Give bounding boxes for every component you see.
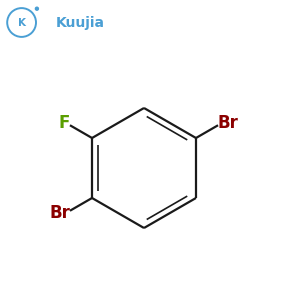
Text: K: K xyxy=(18,17,26,28)
Circle shape xyxy=(35,7,38,10)
Text: Kuujia: Kuujia xyxy=(56,16,105,29)
Text: F: F xyxy=(59,114,70,132)
Text: Br: Br xyxy=(50,204,70,222)
Text: Br: Br xyxy=(218,114,239,132)
